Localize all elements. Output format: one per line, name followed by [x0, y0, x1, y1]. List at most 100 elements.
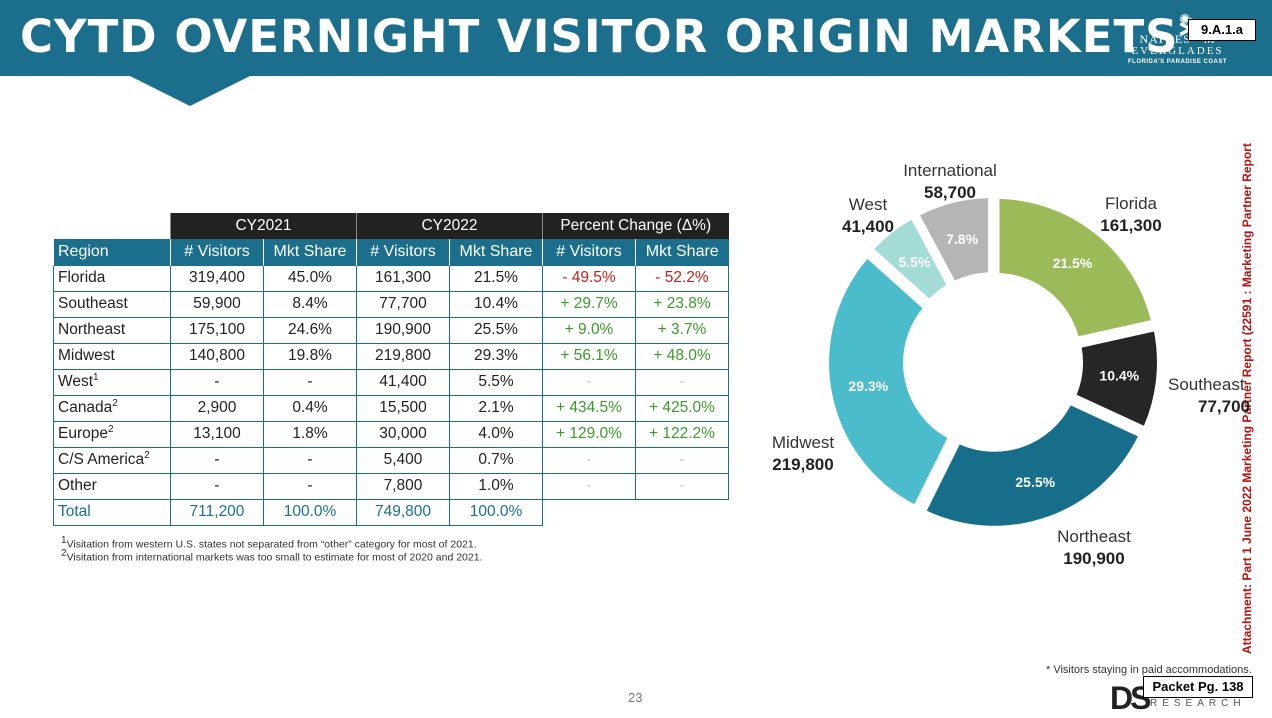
donut-slice-florida	[999, 198, 1151, 337]
packet-page-label: Packet Pg. 138	[1143, 676, 1253, 698]
slice-percent-label: 25.5%	[1015, 474, 1055, 490]
col-header-share-change: Mkt Share	[635, 239, 729, 265]
cell-share-2022: 21.5%	[449, 264, 543, 292]
banner-notch	[130, 76, 250, 106]
total-share-2021: 100.0%	[263, 498, 357, 526]
cell-share-2022: 4.0%	[449, 420, 543, 448]
slice-value-label: 190,900	[1063, 549, 1124, 568]
slice-name-label: Northeast	[1057, 527, 1131, 546]
cell-visitors-2021: 319,400	[170, 264, 264, 292]
slice-name-label: Southeast	[1168, 375, 1245, 394]
col-header-share-2021: Mkt Share	[263, 239, 357, 265]
footnote-marker: 1	[93, 372, 99, 384]
region: Florida	[53, 264, 171, 292]
accommodation-note: * Visitors staying in paid accommodation…	[1046, 664, 1252, 676]
cell-visitors-change: -	[542, 368, 636, 396]
slice-percent-label: 7.8%	[946, 231, 978, 247]
donut-slice-international	[920, 198, 989, 281]
cell-visitors-2022: 41,400	[356, 368, 450, 396]
cell-visitors-2022: 190,900	[356, 316, 450, 344]
page-title: CYTD OVERNIGHT VISITOR ORIGIN MARKETS*	[20, 10, 1204, 63]
table-body: Florida 319,400 45.0% 161,300 21.5% - 49.5% - …	[53, 264, 729, 526]
group-header-cy2022: CY2022	[356, 213, 543, 239]
slice-percent-label: 5.5%	[899, 254, 931, 270]
cell-share-change: + 48.0%	[635, 342, 729, 370]
donut-slice-southeast	[1076, 331, 1157, 426]
table-row: Canada2 2,900 0.4% 15,500 2.1% + 434.5% + 425.…	[53, 394, 729, 422]
total-label: Total	[53, 498, 171, 526]
region: Other	[53, 472, 171, 500]
donut-slice-west	[874, 219, 947, 299]
region: Canada2	[53, 394, 171, 422]
table-row: C/S America2- -5,400 0.7% - -	[53, 446, 729, 474]
cell-share-2021: -	[263, 446, 357, 474]
total-visitors-2022: 749,800	[356, 498, 450, 526]
cell-share-change: + 23.8%	[635, 290, 729, 318]
cell-share-2022: 0.7%	[449, 446, 543, 474]
cell-share-2021: 19.8%	[263, 342, 357, 370]
slice-name-label: Florida	[1105, 194, 1158, 213]
cell-share-change: + 122.2%	[635, 420, 729, 448]
col-header-visitors-2021: # Visitors	[170, 239, 264, 265]
slice-percent-label: 10.4%	[1099, 367, 1139, 383]
cell-visitors-2021: -	[170, 446, 264, 474]
slice-value-label: 58,700	[924, 183, 976, 202]
slice-name-label: Midwest	[772, 433, 835, 452]
table-row: West1- -41,400 5.5% - -	[53, 368, 729, 396]
cell-visitors-change: -	[542, 472, 636, 500]
cell-share-change: + 3.7%	[635, 316, 729, 344]
total-visitors-2021: 711,200	[170, 498, 264, 526]
slice-value-label: 41,400	[842, 217, 894, 236]
col-header-share-2022: Mkt Share	[449, 239, 543, 265]
cell-visitors-2021: 59,900	[170, 290, 264, 318]
slice-name-label: West	[849, 195, 888, 214]
cell-visitors-2022: 219,800	[356, 342, 450, 370]
cell-share-2022: 1.0%	[449, 472, 543, 500]
donut-slice-midwest	[829, 258, 948, 505]
region: C/S America2	[53, 446, 171, 474]
region: Europe2	[53, 420, 171, 448]
region: Midwest	[53, 342, 171, 370]
footnote-marker: 2	[144, 450, 150, 462]
cell-visitors-change: + 129.0%	[542, 420, 636, 448]
col-header-region: Region	[53, 239, 171, 265]
slice-percent-label: 29.3%	[848, 378, 888, 394]
slice-percent-label: 21.5%	[1053, 255, 1093, 271]
cell-visitors-2022: 7,800	[356, 472, 450, 500]
col-header-visitors-change: # Visitors	[542, 239, 636, 265]
group-header-percent-change: Percent Change (Δ%)	[542, 213, 729, 239]
footnote-marker: 2	[112, 398, 118, 410]
table-row: Other - -7,800 1.0% - -	[53, 472, 729, 500]
cell-visitors-change: + 434.5%	[542, 394, 636, 422]
col-header-visitors-2022: # Visitors	[356, 239, 450, 265]
cell-visitors-2021: 140,800	[170, 342, 264, 370]
agenda-tag: 9.A.1.a	[1188, 19, 1256, 41]
group-header-cy2021: CY2021	[170, 213, 357, 239]
cell-visitors-change: + 56.1%	[542, 342, 636, 370]
cell-share-change: - 52.2%	[635, 264, 729, 292]
logo-line-2: EVERGLADES	[1131, 45, 1224, 57]
table-row: Europe2 13,100 1.8% 30,000 4.0% + 129.0% + 122…	[53, 420, 729, 448]
slice-value-label: 77,700	[1198, 397, 1250, 416]
slice-value-label: 161,300	[1100, 216, 1161, 235]
visitor-origin-table: CY2021 CY2022 Percent Change (Δ%) Region…	[53, 213, 729, 526]
table-row: Midwest 140,800 19.8% 219,800 29.3% + 56.1% + …	[53, 342, 729, 370]
footnote-marker: 2	[107, 424, 114, 436]
sun-icon: ✺	[1179, 11, 1191, 27]
cell-share-2021: 8.4%	[263, 290, 357, 318]
cell-share-2022: 25.5%	[449, 316, 543, 344]
cell-share-2022: 10.4%	[449, 290, 543, 318]
cell-visitors-change: -	[542, 446, 636, 474]
footnote-2: 2Visitation from international markets w…	[61, 548, 483, 564]
slice-name-label: International	[903, 161, 997, 180]
page-number: 23	[628, 690, 643, 705]
footnote-1: 1Visitation from western U.S. states not…	[61, 535, 477, 551]
table-total-row: Total 711,200 100.0% 749,800 100.0%	[53, 498, 729, 526]
cell-visitors-2022: 5,400	[356, 446, 450, 474]
region: West1	[53, 368, 171, 396]
table-corner	[53, 213, 171, 239]
slice-value-label: 219,800	[772, 455, 833, 474]
research-wordmark: RESEARCH	[1150, 698, 1246, 709]
donut-slice-northeast	[926, 405, 1138, 526]
